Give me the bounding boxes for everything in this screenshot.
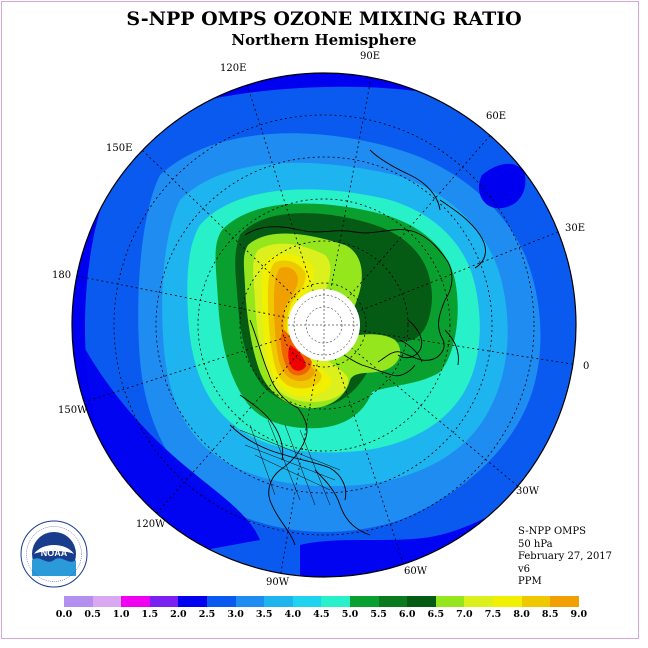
colorbar-swatch: [64, 596, 93, 607]
noaa-logo-text: NOAA: [41, 548, 68, 558]
lat-circles: [113, 114, 535, 536]
info-instrument: S-NPP OMPS: [518, 526, 586, 537]
colorbar-tick-label: 0.0: [55, 609, 73, 620]
lon-label-30w: 30W: [516, 486, 540, 497]
colorbar-swatch: [149, 596, 179, 607]
colorbar-tick-label: 6.0: [398, 609, 416, 620]
colorbar-swatch: [492, 596, 522, 607]
colorbar-swatch: [92, 596, 122, 607]
colorbar-swatch: [264, 596, 293, 607]
colorbar-tick-label: 1.5: [141, 609, 159, 620]
figure-title: S-NPP OMPS OZONE MIXING RATIO: [126, 8, 522, 30]
colorbar-tick-label: 8.0: [513, 609, 530, 620]
map-boundary: [71, 72, 577, 578]
colorbar-swatch: [206, 596, 236, 607]
colorbar-tick-label: 3.5: [255, 609, 273, 620]
colorbar-swatch: [292, 596, 322, 607]
coastlines: [229, 149, 486, 546]
colorbar-swatch: [321, 596, 350, 607]
colorbar-tick-label: 5.0: [341, 609, 359, 620]
colorbar-tick-label: 7.5: [484, 609, 502, 620]
info-units: PPM: [518, 576, 542, 587]
figure-frame: [1, 1, 639, 639]
lon-label-120w: 120W: [136, 519, 166, 530]
info-block: S-NPP OMPS 50 hPa February 27, 2017 v6 P…: [518, 526, 612, 589]
colorbar-swatch: [435, 596, 465, 607]
lon-label-150w: 150W: [58, 405, 88, 416]
colorbar-tick-label: 3.0: [227, 609, 244, 620]
colorbar-swatch: [521, 596, 551, 607]
colorbar-tick-label: 2.0: [170, 609, 187, 620]
colorbar-swatch: [178, 596, 207, 607]
colorbar-swatch: [464, 596, 493, 607]
colorbar-swatch: [121, 596, 150, 607]
colorbar: [64, 596, 579, 607]
colorbar-swatch: [407, 596, 436, 607]
info-date: February 27, 2017: [518, 551, 613, 562]
lon-label-90e: 90E: [360, 51, 381, 62]
colorbar-tick-label: 8.5: [541, 609, 559, 620]
colorbar-tick-label: 5.5: [370, 609, 387, 620]
colorbar-tick-label: 1.0: [112, 609, 130, 620]
info-level: 50 hPa: [518, 538, 553, 550]
state-borders: [239, 419, 341, 506]
lon-label-60e: 60E: [486, 111, 507, 122]
lon-label-120e: 120E: [220, 63, 247, 74]
colorbar-tick-label: 4.0: [284, 609, 302, 620]
lon-label-60w: 60W: [404, 566, 428, 577]
colorbar-tick-label: 4.5: [313, 609, 330, 620]
lon-label-180: 180: [52, 270, 72, 281]
colorbar-swatch: [349, 596, 379, 607]
lon-label-90w: 90W: [266, 577, 290, 588]
figure-subtitle: Northern Hemisphere: [231, 31, 417, 49]
colorbar-tick-label: 9.0: [570, 609, 588, 620]
contour-8.5: [288, 345, 306, 371]
colorbar-labels: 0.0 0.5 1.0 1.5 2.0 2.5 3.0 3.5 4.0 4.5 5.0 5.5 6.0 6…: [0, 609, 648, 623]
pole-gridlines: [288, 289, 360, 361]
lon-label-0: 0: [583, 361, 590, 372]
lon-label-30e: 30E: [565, 223, 586, 234]
colorbar-swatch: [550, 596, 579, 607]
info-version: v6: [518, 563, 531, 575]
colorbar-tick-label: 6.5: [427, 609, 445, 620]
noaa-logo: NOAA: [20, 520, 88, 588]
colorbar-tick-label: 7.0: [456, 609, 473, 620]
lon-label-150e: 150E: [106, 143, 133, 154]
colorbar-tick-label: 0.5: [84, 609, 101, 620]
colorbar-tick-label: 2.5: [198, 609, 216, 620]
meridians: [72, 73, 576, 577]
colorbar-swatch: [235, 596, 265, 607]
colorbar-swatch: [378, 596, 408, 607]
